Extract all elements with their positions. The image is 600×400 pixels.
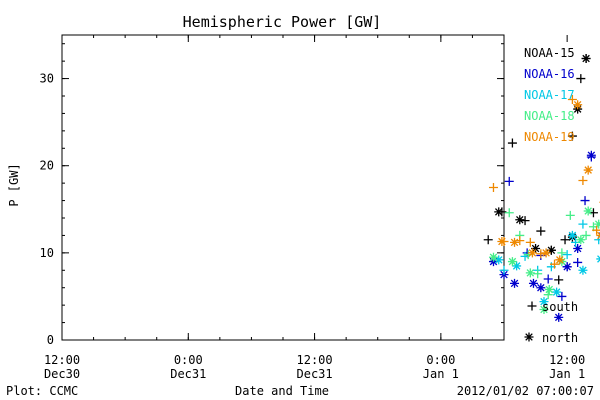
north-point: [596, 255, 600, 263]
north-point: [555, 255, 565, 265]
legend-entry-noaa-19: NOAA-19: [524, 130, 575, 144]
legend-entry-noaa-17: NOAA-17: [524, 88, 575, 102]
south-point: [520, 216, 530, 226]
south-point: [580, 196, 590, 206]
south-point: [525, 237, 535, 247]
north-point: [510, 237, 520, 247]
legend-south-label: south: [542, 300, 578, 314]
north-point: [573, 100, 583, 110]
chart-title: Hemispheric Power [GW]: [183, 13, 382, 31]
legend-entry-noaa-18: NOAA-18: [524, 109, 575, 123]
x-tick-time-label: 0:00: [174, 353, 203, 367]
y-tick-label: 10: [40, 246, 54, 260]
north-point: [581, 54, 591, 64]
north-point: [528, 278, 538, 288]
south-point: [499, 265, 509, 275]
south-point: [507, 138, 517, 148]
north-point: [497, 237, 507, 247]
south-point: [573, 257, 583, 267]
y-tick-label: 0: [47, 333, 54, 347]
axes: 010203012:00Dec300:00Dec3112:00Dec310:00…: [40, 35, 585, 381]
north-point: [573, 244, 583, 253]
north-point: [562, 262, 572, 272]
south-point: [567, 131, 577, 141]
north-point: [536, 283, 546, 293]
south-point: [565, 210, 575, 220]
series-noaa-17: [494, 219, 600, 307]
south-point: [483, 235, 493, 245]
y-axis-label: P [GW]: [7, 163, 21, 206]
south-point: [488, 183, 498, 192]
south-point: [576, 74, 586, 84]
north-point: [541, 248, 551, 258]
north-point: [494, 255, 504, 265]
y-tick-label: 20: [40, 159, 54, 173]
south-point: [557, 291, 567, 301]
x-tick-date-label: Jan 1: [423, 367, 459, 381]
south-point: [578, 176, 588, 186]
north-point: [539, 305, 549, 314]
north-point: [567, 230, 577, 240]
south-point: [560, 235, 570, 245]
north-point: [488, 252, 498, 262]
north-point: [525, 268, 535, 278]
south-point: [533, 269, 543, 279]
legend-entry-noaa-15: NOAA-15: [524, 46, 575, 60]
footer-timestamp: 2012/01/02 07:00:07: [457, 384, 594, 398]
legend-north-label: north: [542, 331, 578, 345]
footer-source: Plot: CCMC: [6, 384, 78, 398]
north-point: [515, 215, 525, 225]
x-tick-time-label: 12:00: [44, 353, 80, 367]
north-point: [494, 207, 504, 217]
south-point: [504, 176, 514, 186]
legend-north-symbol: [524, 332, 534, 342]
x-tick-time-label: 12:00: [297, 353, 333, 367]
north-point: [552, 287, 562, 297]
north-point: [546, 245, 556, 255]
x-tick-date-label: Dec31: [297, 367, 333, 381]
north-point: [539, 297, 549, 307]
x-tick-date-label: Dec31: [170, 367, 206, 381]
north-point: [512, 261, 522, 271]
x-tick-time-label: 12:00: [549, 353, 585, 367]
south-point: [536, 226, 546, 236]
x-tick-time-label: 0:00: [426, 353, 455, 367]
south-point: [543, 290, 553, 300]
north-point: [578, 265, 588, 275]
series-noaa-19: [488, 94, 600, 269]
legend-entry-noaa-16: NOAA-16: [524, 67, 575, 81]
north-point: [510, 278, 520, 288]
north-point: [507, 257, 517, 267]
north-point: [583, 165, 593, 175]
legend: NOAA-15 NOAA-16 NOAA-17 NOAA-18 NOAA-19 south…: [524, 46, 578, 345]
south-point: [550, 259, 560, 269]
north-point: [586, 150, 596, 160]
legend-south-symbol: [527, 301, 537, 311]
south-point: [567, 94, 577, 104]
south-point: [504, 208, 514, 218]
x-tick-date-label: Jan 1: [549, 367, 585, 381]
south-point: [562, 250, 572, 260]
north-point: [554, 312, 564, 322]
x-axis-label: Date and Time: [235, 384, 329, 398]
south-point: [543, 274, 553, 284]
north-point: [544, 284, 554, 294]
north-point: [531, 244, 541, 253]
north-point: [594, 219, 600, 229]
series-noaa-15: [483, 54, 598, 285]
north-point: [583, 206, 593, 216]
north-point: [527, 248, 537, 258]
x-tick-date-label: Dec30: [44, 367, 80, 381]
south-point: [554, 275, 564, 285]
south-point: [578, 219, 588, 229]
plot-area-frame: [61, 34, 505, 341]
y-tick-label: 30: [40, 72, 54, 86]
south-point: [536, 249, 546, 259]
south-point: [581, 230, 591, 240]
data-marks: [483, 54, 600, 322]
south-point: [557, 248, 567, 258]
north-point: [576, 235, 586, 245]
